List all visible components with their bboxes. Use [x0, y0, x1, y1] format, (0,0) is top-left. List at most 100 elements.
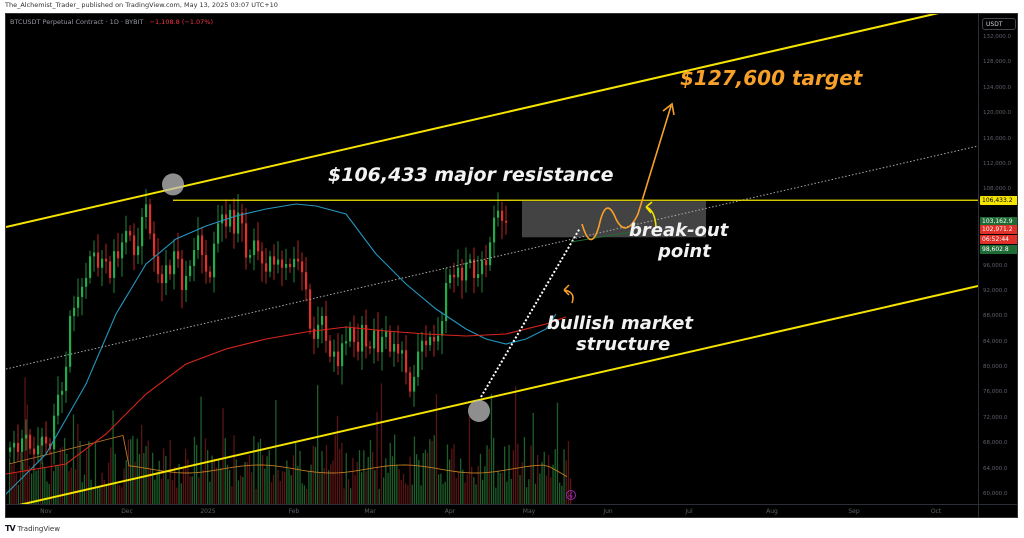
volume-bar [473, 477, 475, 504]
volume-bar [517, 443, 519, 504]
volume-bar [523, 437, 526, 504]
candle-body [133, 235, 136, 256]
candle-body [89, 256, 92, 278]
volume-bar [323, 467, 325, 504]
volume-bar [103, 479, 105, 504]
volume-bar [539, 473, 541, 504]
candle-body [429, 336, 432, 346]
volume-bar [288, 469, 290, 504]
candle-body [449, 274, 452, 284]
price-axis[interactable]: USDT 132,000.0 128,000.0 124,000.0 120,000.… [978, 14, 1017, 504]
volume-bar [444, 481, 446, 504]
volume-bar [336, 415, 339, 504]
volume-bar [220, 467, 222, 504]
candle-body [221, 214, 224, 224]
bullish-annotation-line2: structure [576, 334, 671, 355]
volume-bar [466, 474, 468, 504]
volume-bar [262, 455, 264, 504]
volume-bar [543, 451, 545, 504]
volume-bar [534, 483, 537, 504]
volume-bar [81, 482, 83, 504]
volume-bar [429, 439, 431, 504]
volume-bar [145, 445, 147, 504]
candle-body [157, 256, 160, 275]
volume-bar [431, 440, 433, 504]
currency-button[interactable]: USDT [982, 18, 1016, 30]
volume-bar [94, 442, 97, 504]
volume-bar [563, 449, 565, 504]
candle-body [505, 220, 508, 223]
candle-body [217, 223, 220, 244]
volume-bar [226, 464, 229, 504]
price-tick: 108,000.0 [983, 186, 1011, 193]
price-plot[interactable] [6, 14, 978, 504]
pivot-circle [468, 399, 490, 422]
volume-bar [290, 475, 292, 504]
volume-bar [413, 436, 416, 504]
price-tick: 132,000.0 [983, 34, 1011, 40]
candle-body [493, 217, 496, 243]
time-axis[interactable]: Nov Dec 2025 Feb Mar Apr May Jun Jul Aug Sep Oct [6, 504, 978, 517]
volume-bar [369, 439, 372, 504]
volume-bar [308, 471, 310, 504]
ma-fast-line [6, 203, 557, 495]
candle-body [69, 316, 72, 367]
volume-bar [440, 473, 442, 504]
volume-bar [105, 484, 108, 504]
volume-bar [33, 464, 35, 504]
candle-body [313, 328, 316, 339]
candle-body [233, 210, 236, 234]
candle-body [445, 283, 448, 322]
volume-bar [383, 477, 385, 504]
candle-body [17, 442, 20, 452]
candle-body [285, 263, 288, 268]
candle-body [277, 259, 280, 265]
volume-bar [200, 396, 202, 504]
candle-body [385, 331, 388, 337]
volume-bar [409, 456, 411, 504]
volume-bar [559, 482, 561, 504]
volume-bar [114, 453, 116, 504]
candle-body [213, 243, 216, 278]
volume-bar [193, 436, 196, 504]
volume-bar [138, 454, 141, 504]
volume-bar [11, 464, 13, 504]
candle-body [21, 438, 24, 452]
time-tick: 2025 [200, 508, 216, 515]
candle-body [125, 230, 128, 243]
volume-bar [297, 465, 299, 504]
candle-body [197, 235, 200, 250]
volume-bar [561, 485, 563, 504]
brand-name: TradingView [17, 524, 60, 533]
candle-body [381, 336, 384, 353]
volume-bar [565, 460, 567, 504]
volume-bar [270, 482, 273, 504]
volume-bar [512, 450, 515, 504]
volume-bar [86, 450, 88, 504]
price-change: −1,108.8 (−1.07%) [149, 18, 214, 26]
volume-bar [438, 474, 440, 504]
volume-bar [79, 441, 81, 504]
volume-bar [468, 416, 471, 504]
price-tick: 76,000.0 [983, 389, 1008, 396]
candle-body [269, 256, 272, 272]
volume-bar [475, 484, 477, 504]
volume-bar [310, 464, 312, 504]
volume-bar [257, 442, 259, 504]
time-tick: Mar [364, 508, 376, 515]
chart-frame[interactable]: BTCUSDT Perpetual Contract · 1D · BYBIT … [5, 13, 1018, 518]
volume-bar [136, 438, 138, 504]
volume-bar [402, 473, 405, 504]
breakout-arrow-icon [645, 201, 657, 228]
volume-bar [376, 411, 378, 504]
volume-bar [477, 465, 479, 504]
candle-body [345, 341, 348, 344]
candle-body [53, 415, 56, 450]
volume-bar [222, 408, 224, 504]
volume-bar [233, 435, 235, 504]
volume-bar [171, 480, 174, 504]
volume-bar [37, 469, 39, 504]
candle-body [389, 331, 392, 352]
candle-body [13, 442, 16, 448]
volume-bar [339, 449, 341, 504]
